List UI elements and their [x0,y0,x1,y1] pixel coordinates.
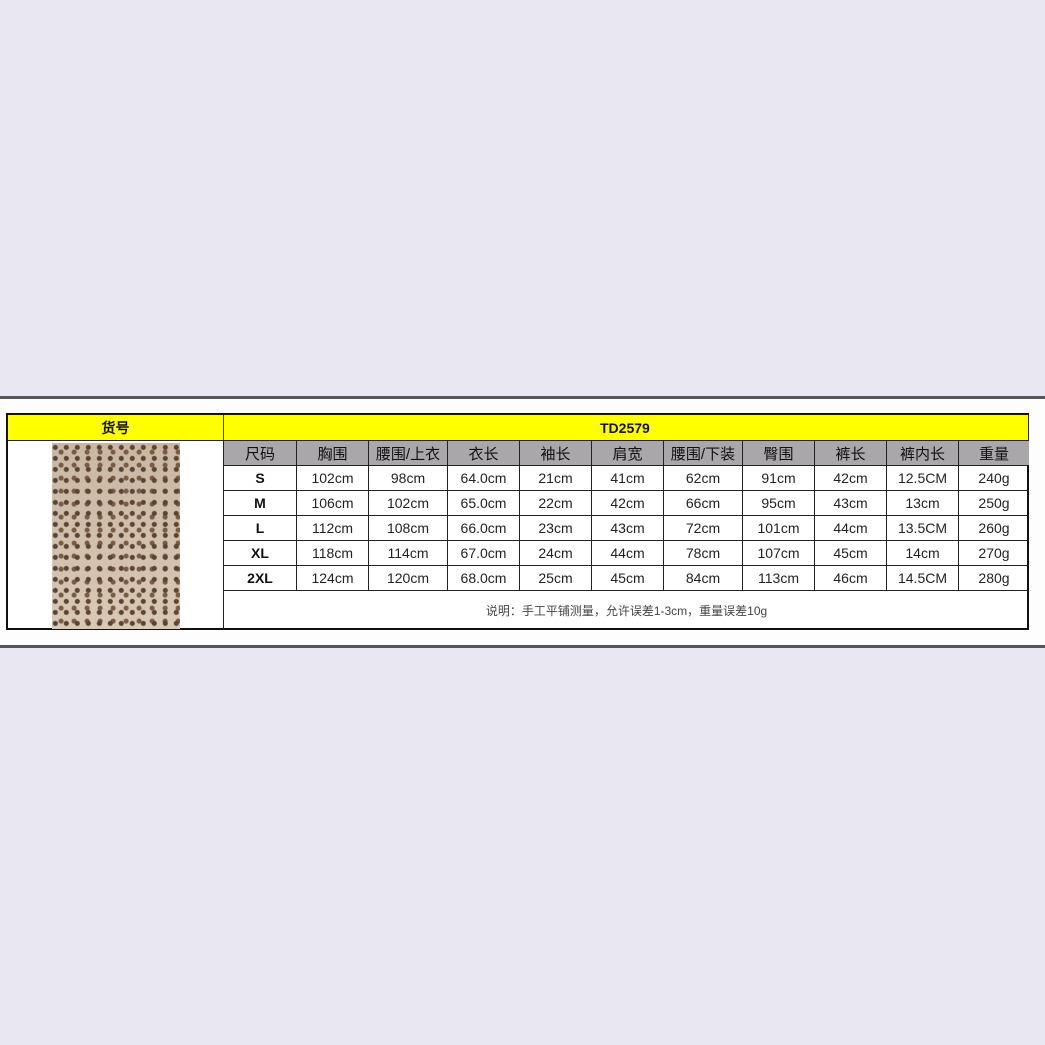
column-header-waist-bottom: 腰围/下装 [664,441,743,466]
column-header-size: 尺码 [224,441,297,466]
cell-shoulder: 42cm [592,491,664,516]
cell-waist-top: 108cm [369,516,448,541]
cell-length: 68.0cm [448,566,520,591]
product-code: TD2579 [224,415,1029,441]
cell-hip: 113cm [743,566,815,591]
cell-pants-length: 43cm [815,491,887,516]
cell-weight: 260g [959,516,1029,541]
cell-waist-top: 120cm [369,566,448,591]
cell-pants-length: 42cm [815,466,887,491]
cell-length: 65.0cm [448,491,520,516]
size-chart-table: 货号 TD2579 说明：手工平铺测量，允许误差1-3cm，重量误差10g 尺码… [6,413,1029,630]
cell-size: M [224,491,297,516]
column-header-waist-top: 腰围/上衣 [369,441,448,466]
column-header-shoulder: 肩宽 [592,441,664,466]
cell-waist-bottom: 72cm [664,516,743,541]
cell-chest: 106cm [297,491,369,516]
cell-shoulder: 43cm [592,516,664,541]
cell-size: L [224,516,297,541]
cell-size: 2XL [224,566,297,591]
cell-hip: 91cm [743,466,815,491]
cell-length: 67.0cm [448,541,520,566]
cell-weight: 250g [959,491,1029,516]
cell-shoulder: 45cm [592,566,664,591]
cell-waist-bottom: 84cm [664,566,743,591]
cell-weight: 270g [959,541,1029,566]
cell-sleeve: 24cm [520,541,592,566]
item-number-label: 货号 [8,415,224,441]
cell-chest: 124cm [297,566,369,591]
cell-sleeve: 23cm [520,516,592,541]
cell-chest: 112cm [297,516,369,541]
cell-sleeve: 21cm [520,466,592,491]
column-header-chest: 胸围 [297,441,369,466]
measurement-note: 说明：手工平铺测量，允许误差1-3cm，重量误差10g [485,604,768,618]
column-header-pants-length: 裤长 [815,441,887,466]
cell-waist-bottom: 78cm [664,541,743,566]
cell-waist-top: 98cm [369,466,448,491]
cell-chest: 102cm [297,466,369,491]
cell-inseam: 12.5CM [887,466,959,491]
cell-shoulder: 44cm [592,541,664,566]
cell-hip: 107cm [743,541,815,566]
cell-size: XL [224,541,297,566]
cell-waist-bottom: 66cm [664,491,743,516]
cell-length: 64.0cm [448,466,520,491]
cell-pants-length: 44cm [815,516,887,541]
column-header-length: 衣长 [448,441,520,466]
column-header-hip: 臀围 [743,441,815,466]
column-header-sleeve: 袖长 [520,441,592,466]
cell-hip: 95cm [743,491,815,516]
cell-inseam: 13cm [887,491,959,516]
cell-inseam: 13.5CM [887,516,959,541]
cell-sleeve: 25cm [520,566,592,591]
cell-weight: 240g [959,466,1029,491]
cell-shoulder: 41cm [592,466,664,491]
cell-inseam: 14.5CM [887,566,959,591]
column-header-inseam: 裤内长 [887,441,959,466]
cell-hip: 101cm [743,516,815,541]
cell-inseam: 14cm [887,541,959,566]
cell-pants-length: 46cm [815,566,887,591]
cell-pants-length: 45cm [815,541,887,566]
cell-waist-top: 114cm [369,541,448,566]
product-photo [52,443,180,629]
cell-waist-top: 102cm [369,491,448,516]
cell-chest: 118cm [297,541,369,566]
cell-sleeve: 22cm [520,491,592,516]
column-header-weight: 重量 [959,441,1029,466]
cell-weight: 280g [959,566,1029,591]
cell-waist-bottom: 62cm [664,466,743,491]
cell-length: 66.0cm [448,516,520,541]
product-photo-cell [8,441,224,630]
cell-size: S [224,466,297,491]
